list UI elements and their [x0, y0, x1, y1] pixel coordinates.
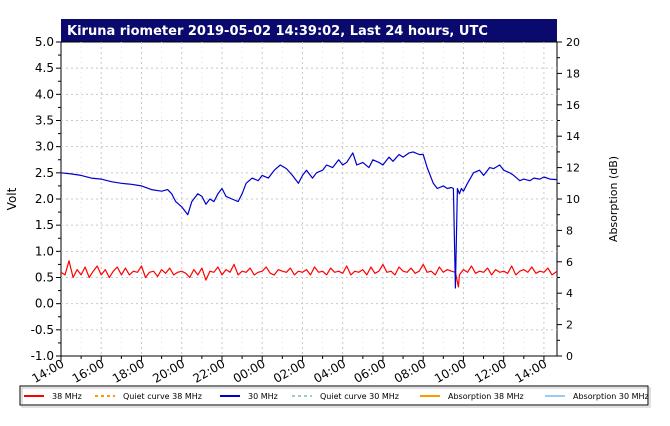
y-tick-label: 2.5	[35, 166, 54, 180]
legend-entry: Absorption 30 MHz	[573, 392, 649, 401]
y2-tick-label: 12	[566, 162, 580, 175]
y-tick-label: 3.5	[35, 114, 54, 128]
x-tick-label: 10:00	[432, 356, 469, 385]
legend-entry: Quiet curve 30 MHz	[320, 392, 399, 401]
x-tick-label: 12:00	[472, 356, 509, 385]
y-axis-label: Volt	[5, 187, 19, 210]
y-tick-label: 0.5	[35, 271, 54, 285]
y2-tick-label: 4	[566, 287, 573, 300]
chart-title: Kiruna riometer 2019-05-02 14:39:02, Las…	[67, 24, 488, 39]
x-tick-label: 22:00	[191, 356, 228, 385]
x-tick-label: 14:00	[512, 356, 549, 385]
grid-lines	[61, 42, 557, 356]
y-tick-label: -1.0	[31, 349, 54, 363]
y-tick-label: 3.0	[35, 140, 54, 154]
y-tick-label: 4.0	[35, 87, 54, 101]
y2-tick-label: 20	[566, 36, 580, 49]
x-tick-label: 04:00	[311, 356, 348, 385]
y2-tick-label: 8	[566, 224, 573, 237]
y2-tick-label: 6	[566, 256, 573, 269]
x-tick-label: 08:00	[392, 356, 429, 385]
y2-tick-label: 2	[566, 319, 573, 332]
x-tick-label: 20:00	[150, 356, 187, 385]
y-tick-label: 0.0	[35, 297, 54, 311]
legend-entry: 38 MHz	[52, 392, 82, 401]
legend-box	[19, 385, 649, 406]
series-line-0	[60, 260, 558, 288]
y-tick-label: 1.0	[35, 244, 54, 258]
series-line-2	[60, 151, 558, 289]
y-tick-label: 1.5	[35, 218, 54, 232]
y-tick-label: 4.5	[35, 61, 54, 75]
y2-tick-label: 18	[566, 67, 580, 80]
y2-tick-label: 0	[566, 350, 573, 363]
legend-entry: Absorption 38 MHz	[448, 392, 524, 401]
y-axis-left: -1.0 -0.5 0.0 0.5 1.0 1.5 2.0 2.5 3.0 3.5 4.0 4.5 5.…	[31, 35, 61, 363]
legend: 38 MHz Quiet curve 38 MHz 30 MHz Quiet curv…	[24, 392, 649, 401]
y2-tick-label: 14	[566, 130, 580, 143]
x-tick-label: 16:00	[70, 356, 107, 385]
y-axis-right: 0 2 4 6 8 10 12 14 16 18 20	[557, 36, 580, 363]
x-tick-label: 00:00	[231, 356, 268, 385]
y-tick-label: -0.5	[31, 323, 54, 337]
y2-tick-label: 10	[566, 193, 580, 206]
x-tick-label: 18:00	[110, 356, 147, 385]
y2-tick-label: 16	[566, 99, 580, 112]
legend-entry: Quiet curve 38 MHz	[123, 392, 202, 401]
x-tick-label: 02:00	[271, 356, 308, 385]
title-bar	[61, 19, 557, 42]
y2-axis-label: Absorption (dB)	[607, 156, 620, 242]
y-tick-label: 5.0	[35, 35, 54, 49]
x-axis: 14:00 16:00 18:00 20:00 22:00 00:00 02:00 04:00…	[30, 356, 549, 386]
y-tick-label: 2.0	[35, 192, 54, 206]
legend-entry: 30 MHz	[248, 392, 278, 401]
series-layer	[60, 151, 558, 289]
x-tick-label: 06:00	[351, 356, 388, 385]
